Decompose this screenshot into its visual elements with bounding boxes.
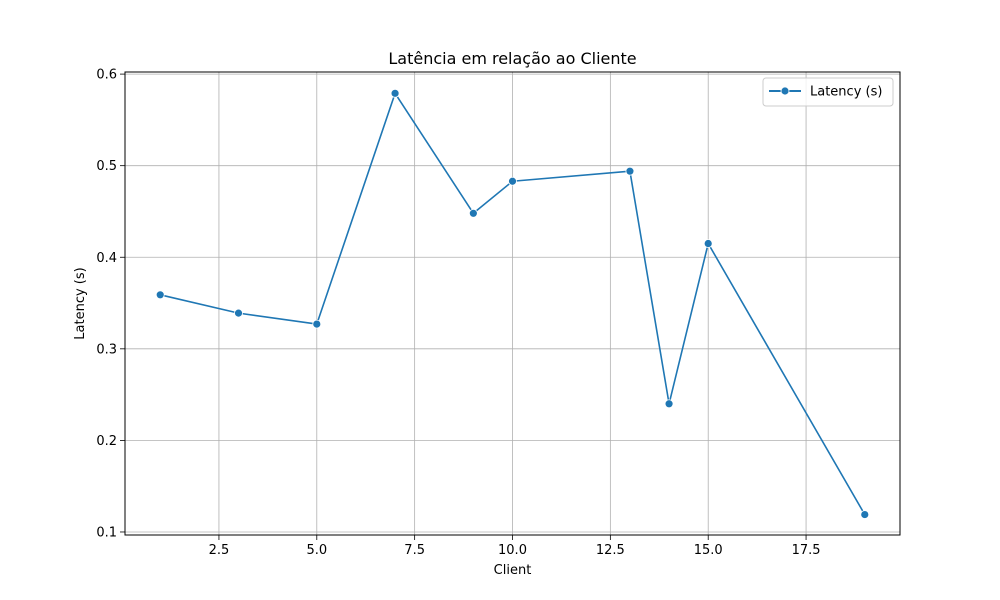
axis-ticks: 2.5 5.0 7.5 10.0 12.5 15.0 17.5 0.1 0.2 0.3 0.4 0.5… [96, 68, 820, 558]
data-point [703, 239, 713, 248]
data-point [390, 88, 400, 98]
series-line [160, 92, 866, 515]
y-tick-label: 0.3 [96, 342, 117, 357]
legend-label: Latency (s) [810, 85, 882, 100]
data-point [468, 208, 478, 218]
x-tick-label: 15.0 [694, 543, 723, 558]
y-tick-label: 0.6 [96, 68, 117, 83]
data-point [860, 510, 870, 519]
data-point [234, 308, 243, 318]
chart-title: Latência em relação ao Cliente [388, 49, 636, 68]
data-point [625, 166, 635, 176]
data-point [155, 290, 165, 300]
data-point [664, 399, 674, 409]
legend-marker-swatch [780, 86, 790, 96]
data-point [312, 319, 322, 329]
plot-area [155, 88, 870, 519]
y-tick-label: 0.4 [96, 251, 117, 266]
legend: Latency (s) [762, 77, 894, 107]
y-tick-label: 0.2 [96, 434, 117, 449]
x-tick-label: 2.5 [209, 543, 230, 558]
x-axis-label: Client [494, 563, 532, 578]
x-tick-label: 7.5 [404, 543, 425, 558]
y-tick-label: 0.5 [96, 159, 117, 174]
legend-box [762, 77, 894, 107]
y-tick-label: 0.1 [96, 525, 117, 540]
x-tick-label: 17.5 [792, 543, 821, 558]
grid-lines [125, 72, 900, 535]
x-tick-label: 10.0 [498, 543, 527, 558]
plot-frame [124, 71, 901, 536]
x-tick-label: 5.0 [306, 543, 327, 558]
x-tick-label: 12.5 [596, 543, 625, 558]
data-point [508, 176, 517, 186]
y-axis-label: Latency (s) [73, 267, 88, 339]
